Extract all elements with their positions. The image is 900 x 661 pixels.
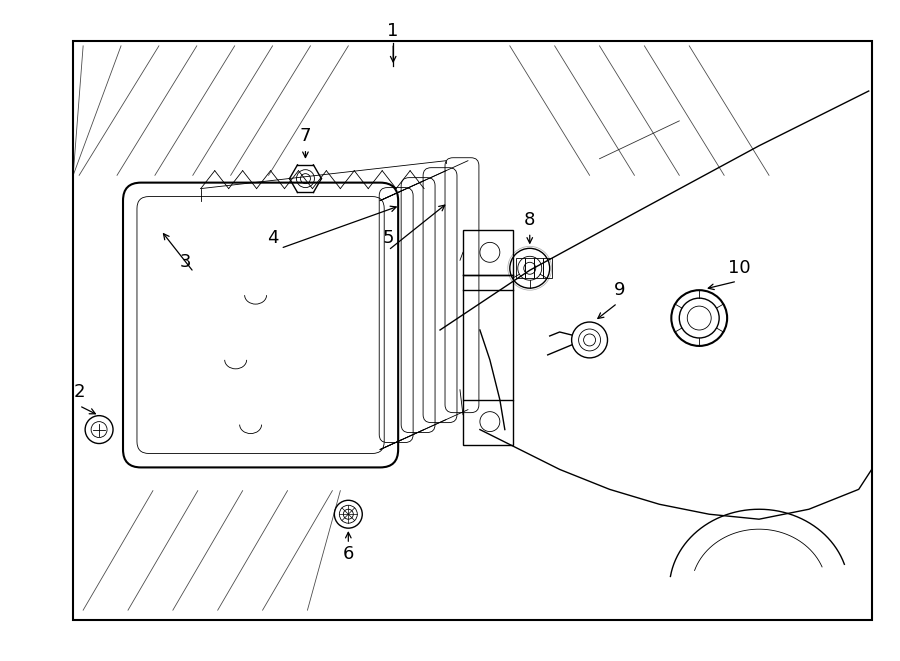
- Bar: [516, 258, 525, 278]
- Bar: [463, 231, 513, 275]
- Text: 9: 9: [614, 281, 626, 299]
- Text: 4: 4: [266, 229, 278, 247]
- Bar: [463, 400, 513, 444]
- Text: 2: 2: [74, 383, 85, 401]
- Text: 5: 5: [382, 229, 394, 247]
- Bar: [534, 258, 543, 278]
- Bar: [73, 41, 872, 620]
- Text: 3: 3: [180, 253, 192, 271]
- Bar: [543, 258, 552, 278]
- Text: 1: 1: [388, 22, 399, 40]
- Text: 6: 6: [343, 545, 354, 563]
- Bar: [525, 258, 534, 278]
- Text: 10: 10: [728, 259, 751, 277]
- Text: 8: 8: [524, 212, 536, 229]
- FancyBboxPatch shape: [123, 182, 398, 467]
- Text: 7: 7: [300, 127, 311, 145]
